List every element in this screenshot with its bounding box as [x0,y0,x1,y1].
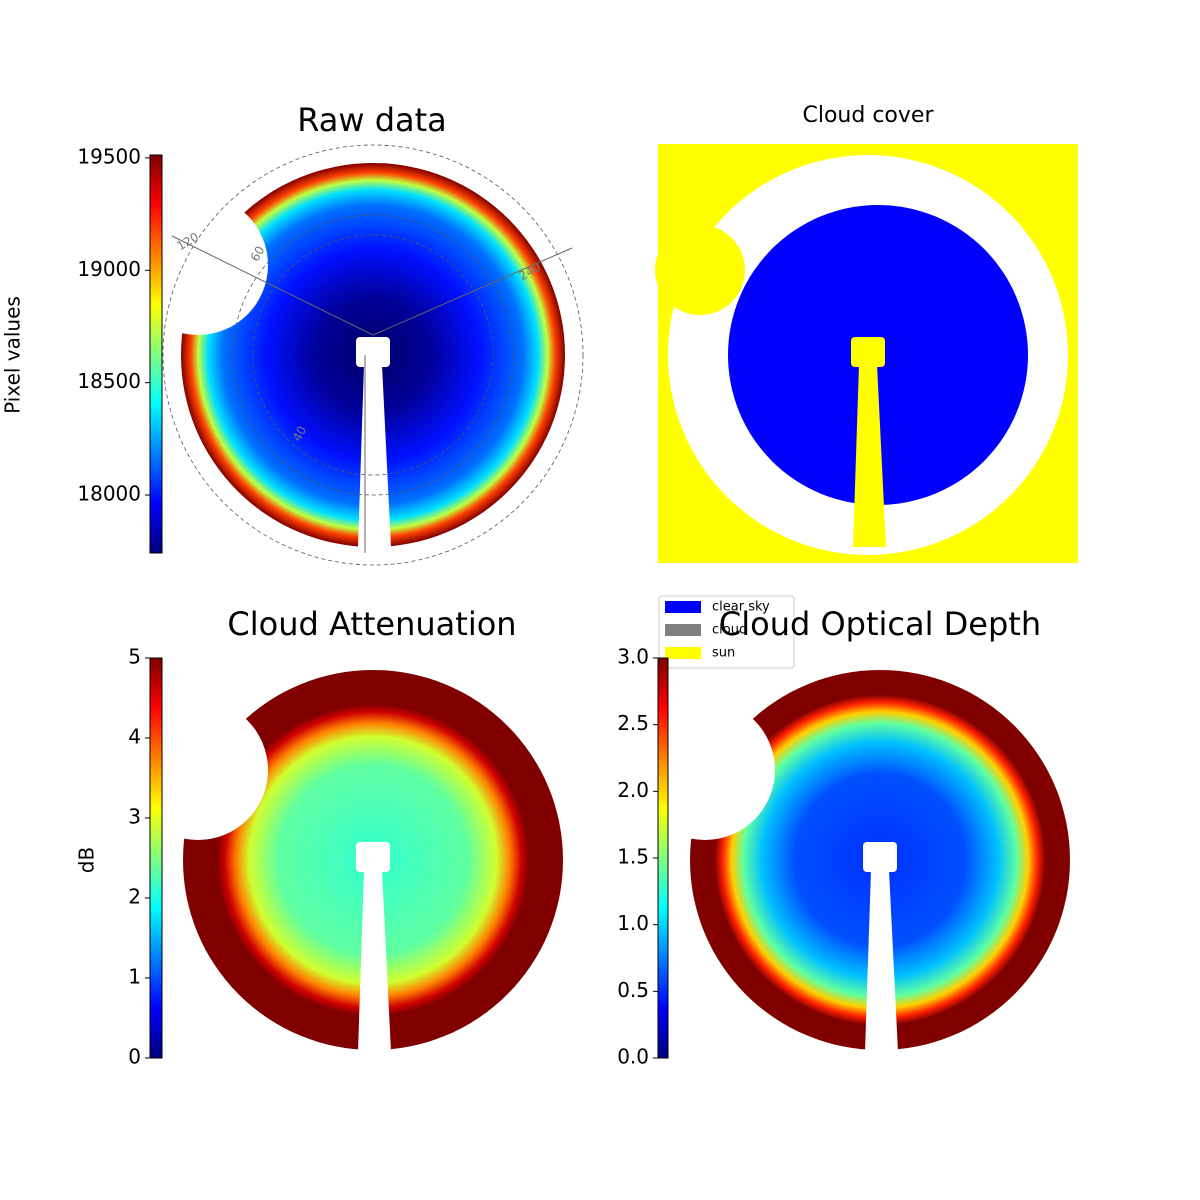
image-mask [635,700,775,840]
panel: 0.0 0.5 1.0 1.5 2.0 2.5 3.0 Cloud Optical Depth [617,605,1070,1069]
colorbar-tick-label: 1.0 [617,911,649,935]
panel: 0 1 2 3 4 5 dB Cloud Attenuation [75,605,563,1069]
legend-swatch [665,624,701,636]
legend-swatch [665,647,701,659]
sun-shade-head [851,337,885,367]
image-mask [128,195,268,335]
image-mask [128,700,268,840]
colorbar-tick-label: 3.0 [617,645,649,669]
legend-label: clear sky [712,600,770,615]
sun-shade-arm [358,365,391,547]
colorbar-label: Pixel values [1,296,25,414]
colorbar-tick-label: 0.5 [617,978,649,1002]
sun-shade-arm [358,870,391,1052]
polar-grid [232,214,514,496]
polar-axis [372,247,573,336]
sun-shade-arm [865,870,898,1052]
colorbar-tick-label: 18500 [77,369,141,393]
panel-title: Raw data [297,101,447,139]
colorbar-tick-label: 1 [128,965,141,989]
panel: clear sky cloud sun Cloud cover [655,103,1078,669]
colorbar-tick-label: 4 [128,725,141,749]
legend-swatch [665,601,701,613]
polar-axis [171,235,374,336]
panel-title: Cloud cover [803,103,935,128]
colorbar-tick-label: 0.0 [617,1045,649,1069]
panel-title: Cloud Optical Depth [719,605,1041,643]
colorbar-tick-label: 3 [128,805,141,829]
polar-label: 60 [248,244,268,264]
colorbar-tick-label: 2.0 [617,778,649,802]
colorbar-tick-label: 19000 [77,257,141,281]
sun-shade-head [356,337,390,367]
colorbar-tick-label: 2.5 [617,711,649,735]
sun-shade-head [863,842,897,872]
colorbar [149,154,163,554]
colorbar-tick-label: 2 [128,885,141,909]
sun-shade-arm [853,365,886,547]
colorbar [657,657,669,1059]
colorbar-label: dB [75,847,99,873]
sun-shade-head [356,842,390,872]
panel-title: Cloud Attenuation [227,605,516,643]
legend-label: sun [712,646,735,661]
colorbar [149,657,163,1059]
polar-grid [162,144,584,566]
colorbar-tick-label: 19500 [77,144,141,168]
legend-label: cloud [712,623,747,638]
colorbar-tick-label: 0 [128,1045,141,1069]
image-mask [655,225,745,315]
colorbar-tick-label: 5 [128,645,141,669]
colorbar-tick-label: 1.5 [617,845,649,869]
polar-label: 40 [290,424,310,444]
polar-grid [252,234,494,476]
colorbar-tick-label: 18000 [77,482,141,506]
